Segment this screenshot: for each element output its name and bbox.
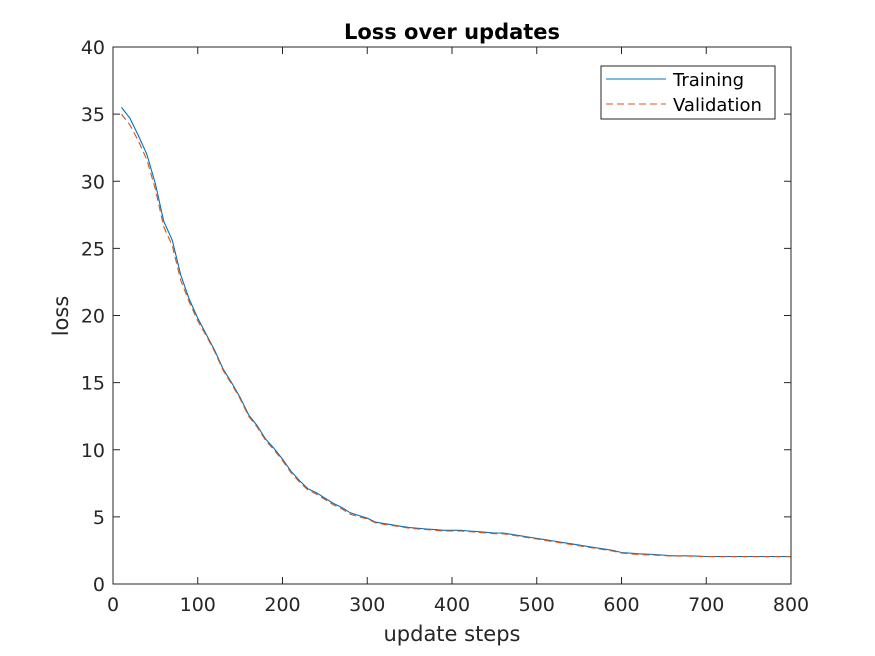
y-tick-label-2: 10 bbox=[81, 440, 105, 462]
y-tick-label-5: 25 bbox=[81, 238, 105, 260]
legend-label-training: Training bbox=[672, 70, 744, 91]
x-tick-label-5: 500 bbox=[519, 594, 555, 616]
x-tick-label-4: 400 bbox=[434, 594, 470, 616]
y-tick-label-7: 35 bbox=[81, 104, 105, 126]
axes-layer: 0 100 200 300 400 500 600 700 800 0 5 10 15 20 25 30 35 4… bbox=[81, 37, 809, 616]
plot-frame bbox=[112, 46, 792, 585]
x-tick-label-6: 600 bbox=[603, 594, 639, 616]
series-line-validation bbox=[121, 113, 791, 558]
y-tick-label-6: 30 bbox=[81, 171, 105, 193]
x-tick-label-7: 700 bbox=[688, 594, 724, 616]
y-tick-label-1: 5 bbox=[93, 507, 105, 529]
series-layer bbox=[121, 107, 791, 558]
x-tick-label-1: 100 bbox=[180, 594, 216, 616]
x-tick-label-3: 300 bbox=[349, 594, 385, 616]
y-tick-label-4: 20 bbox=[81, 306, 105, 328]
y-tick-label-3: 15 bbox=[81, 373, 105, 395]
x-tick-label-0: 0 bbox=[107, 594, 119, 616]
x-axis-title: update steps bbox=[383, 622, 520, 646]
legend-label-validation: Validation bbox=[673, 95, 762, 116]
plot-background bbox=[113, 47, 791, 584]
y-tick-label-0: 0 bbox=[93, 574, 105, 596]
x-tick-label-8: 800 bbox=[773, 594, 809, 616]
x-tick-label-2: 200 bbox=[264, 594, 300, 616]
y-axis-title: loss bbox=[49, 296, 73, 337]
y-tick-label-8: 40 bbox=[81, 37, 105, 59]
legend: Training Validation bbox=[600, 65, 776, 120]
legend-box bbox=[600, 65, 776, 120]
chart-title: Loss over updates bbox=[344, 20, 560, 44]
